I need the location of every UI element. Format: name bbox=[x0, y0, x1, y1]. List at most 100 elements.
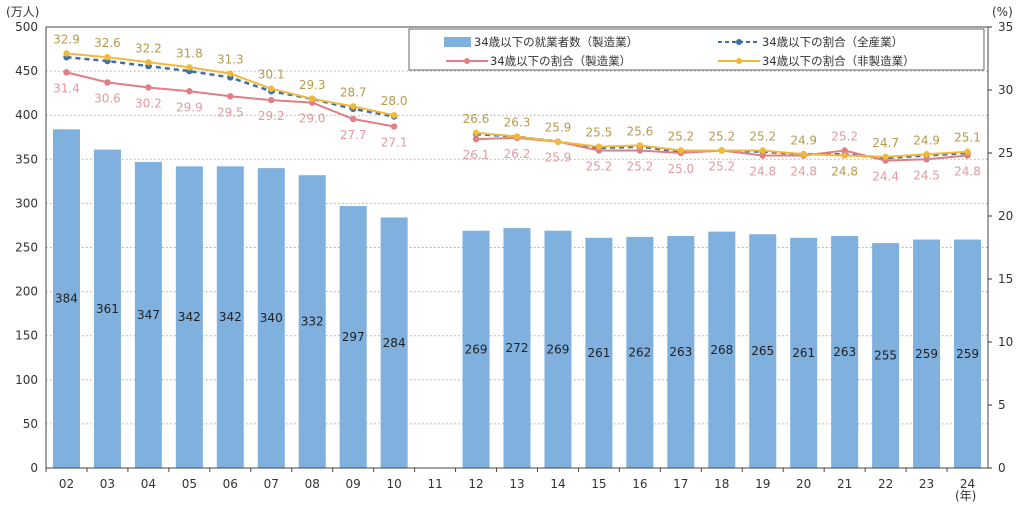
bar-data-label: 263 bbox=[669, 345, 692, 359]
line-data-label: 29.5 bbox=[217, 105, 244, 119]
bar-data-label: 272 bbox=[506, 341, 529, 355]
left-tick-label: 300 bbox=[15, 196, 38, 210]
bar-data-label: 262 bbox=[628, 345, 651, 359]
bar bbox=[298, 175, 326, 468]
legend-bar-swatch bbox=[444, 37, 471, 47]
line-data-label: 25.0 bbox=[667, 162, 694, 176]
x-tick-label: 12 bbox=[468, 477, 483, 491]
right-tick-label: 15 bbox=[998, 272, 1013, 286]
series-point bbox=[145, 59, 152, 66]
bar-data-label: 263 bbox=[833, 345, 856, 359]
line-data-label: 26.1 bbox=[463, 148, 490, 162]
x-tick-label: 08 bbox=[305, 477, 320, 491]
x-tick-label: 24 bbox=[960, 477, 975, 491]
bar-data-label: 332 bbox=[301, 315, 324, 329]
x-tick-label: 15 bbox=[591, 477, 606, 491]
bar-data-label: 259 bbox=[915, 347, 938, 361]
series-point bbox=[595, 143, 603, 150]
series-point bbox=[472, 135, 480, 143]
bar bbox=[339, 206, 367, 468]
series-point bbox=[63, 69, 70, 76]
bar bbox=[667, 236, 695, 468]
bar bbox=[380, 217, 408, 468]
left-axis-unit: (万人) bbox=[6, 5, 39, 19]
x-tick-label: 04 bbox=[141, 477, 156, 491]
left-tick-label: 400 bbox=[15, 108, 38, 122]
x-tick-label: 14 bbox=[550, 477, 565, 491]
bar bbox=[175, 166, 203, 468]
bar-data-label: 284 bbox=[383, 336, 406, 350]
x-tick-label: 20 bbox=[796, 477, 811, 491]
series-point bbox=[186, 88, 193, 95]
legend-label: 34歳以下の割合（全産業） bbox=[762, 35, 903, 49]
line-data-label: 26.2 bbox=[504, 147, 531, 161]
series-point bbox=[227, 93, 234, 100]
bar-data-label: 261 bbox=[792, 346, 815, 360]
axes: 0501001502002503003504004505000510152025… bbox=[15, 20, 1013, 491]
bar-data-label: 269 bbox=[547, 342, 570, 356]
series-point bbox=[268, 96, 275, 104]
bar bbox=[708, 231, 736, 468]
x-tick-label: 19 bbox=[755, 477, 770, 491]
bar-data-label: 255 bbox=[874, 349, 897, 363]
legend-label: 34歳以下の就業者数（製造業） bbox=[474, 35, 638, 49]
series-point bbox=[759, 152, 766, 159]
x-tick-label: 21 bbox=[837, 477, 852, 491]
series-point bbox=[513, 133, 521, 140]
series-point bbox=[268, 85, 275, 92]
series-point bbox=[104, 79, 111, 86]
line-data-label: 31.3 bbox=[217, 53, 244, 67]
line-data-label: 25.2 bbox=[627, 159, 654, 173]
bar bbox=[831, 236, 859, 468]
line-data-label: 25.2 bbox=[831, 129, 858, 143]
line-data-label: 25.9 bbox=[545, 121, 572, 135]
line-data-label: 24.8 bbox=[954, 165, 981, 179]
right-tick-label: 20 bbox=[998, 209, 1013, 223]
x-tick-label: 06 bbox=[223, 477, 238, 491]
series-point bbox=[718, 147, 725, 154]
right-tick-label: 25 bbox=[998, 146, 1013, 160]
line-data-label: 29.0 bbox=[299, 112, 326, 126]
line-data-label: 32.6 bbox=[94, 36, 121, 50]
lines: 31.4 30.6 30.2 29.9 29.5 29.2 29.0 27.7 27.1 26.1… bbox=[53, 32, 981, 183]
line-data-label: 24.7 bbox=[872, 136, 899, 150]
line-data-label: 28.0 bbox=[381, 94, 408, 108]
series-point bbox=[349, 103, 357, 110]
line-data-label: 26.3 bbox=[504, 116, 531, 130]
series-point bbox=[923, 151, 930, 158]
bar bbox=[503, 228, 531, 468]
right-tick-label: 35 bbox=[998, 20, 1013, 34]
bar bbox=[462, 230, 490, 468]
x-tick-label: 23 bbox=[919, 477, 934, 491]
series-point bbox=[554, 138, 562, 145]
line-data-label: 25.9 bbox=[545, 151, 572, 165]
left-tick-label: 200 bbox=[15, 285, 38, 299]
right-tick-label: 10 bbox=[998, 335, 1013, 349]
line-data-label: 31.4 bbox=[53, 81, 80, 95]
right-tick-label: 0 bbox=[998, 461, 1006, 475]
legend-label: 34歳以下の割合（製造業） bbox=[490, 54, 631, 68]
bar-data-label: 361 bbox=[96, 302, 119, 316]
x-tick-label: 13 bbox=[509, 477, 524, 491]
x-tick-label: 05 bbox=[182, 477, 197, 491]
left-tick-label: 0 bbox=[30, 461, 38, 475]
line-data-label: 30.2 bbox=[135, 96, 162, 110]
x-tick-label: 09 bbox=[346, 477, 361, 491]
bar bbox=[626, 236, 654, 468]
bar bbox=[52, 129, 80, 468]
x-tick-label: 10 bbox=[386, 477, 401, 491]
line-data-label: 25.1 bbox=[954, 131, 981, 145]
legend-marker bbox=[736, 39, 742, 45]
series-point bbox=[841, 147, 848, 154]
bar bbox=[216, 166, 244, 468]
line-data-label: 24.4 bbox=[872, 170, 899, 184]
bar-data-label: 340 bbox=[260, 311, 283, 325]
plot-frame bbox=[45, 26, 989, 469]
left-tick-label: 350 bbox=[15, 152, 38, 166]
line-data-label: 24.8 bbox=[831, 165, 858, 179]
right-tick-label: 30 bbox=[998, 83, 1013, 97]
x-tick-label: 07 bbox=[264, 477, 279, 491]
x-tick-label: 22 bbox=[878, 477, 893, 491]
line-data-label: 24.9 bbox=[913, 133, 940, 147]
legend-marker bbox=[736, 58, 742, 64]
